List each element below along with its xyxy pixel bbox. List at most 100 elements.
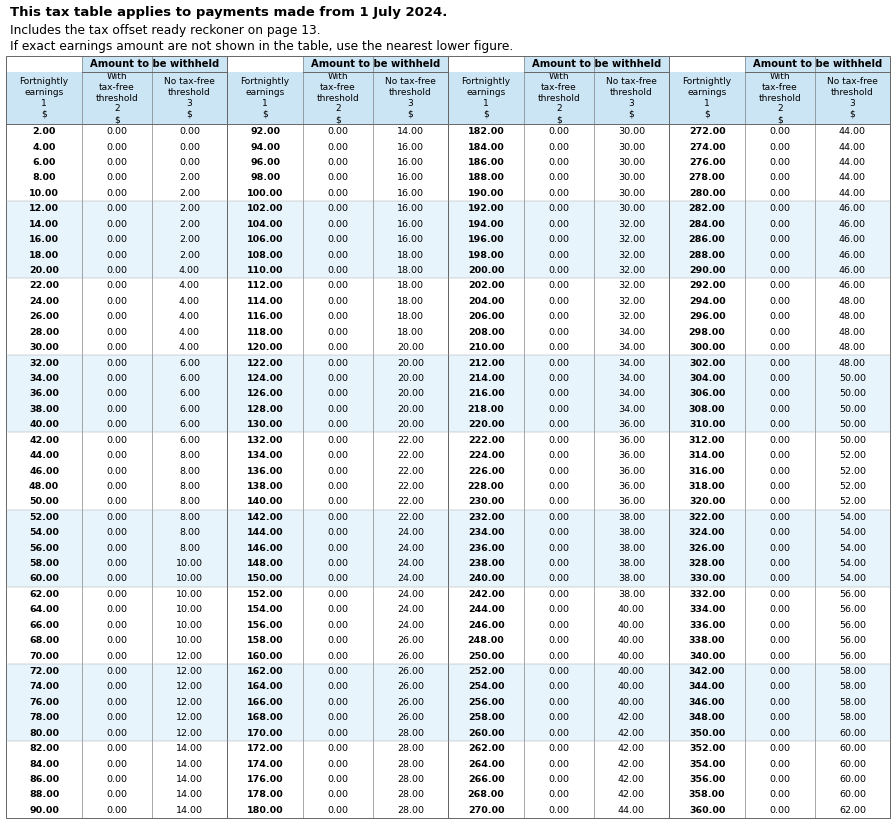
Text: 18.00: 18.00 [397, 266, 424, 275]
Text: 48.00: 48.00 [29, 482, 59, 491]
Text: 256.00: 256.00 [468, 698, 504, 707]
Text: 308.00: 308.00 [689, 405, 726, 414]
Text: 4.00: 4.00 [32, 143, 56, 152]
Text: 0.00: 0.00 [548, 250, 570, 260]
Bar [6, 247, 227, 263]
Text: 168.00: 168.00 [246, 714, 283, 723]
Text: 0.00: 0.00 [328, 204, 349, 213]
Bar [448, 263, 669, 279]
Text: 0.00: 0.00 [548, 466, 570, 475]
Text: 114.00: 114.00 [246, 297, 283, 306]
Bar [227, 417, 448, 433]
Text: 0.00: 0.00 [770, 544, 790, 553]
Text: 264.00: 264.00 [468, 760, 504, 769]
Bar [448, 541, 669, 556]
Text: 0.00: 0.00 [179, 127, 200, 136]
Text: 0.00: 0.00 [107, 189, 127, 198]
Text: 46.00: 46.00 [30, 466, 59, 475]
Bar [6, 355, 227, 371]
Text: 52.00: 52.00 [839, 482, 866, 491]
Text: 188.00: 188.00 [468, 174, 504, 182]
Text: 4.00: 4.00 [179, 343, 200, 352]
Text: 38.00: 38.00 [618, 574, 645, 583]
Text: 0.00: 0.00 [770, 436, 790, 445]
Text: 12.00: 12.00 [30, 204, 59, 213]
Bar [227, 695, 448, 710]
Text: 46.00: 46.00 [839, 266, 866, 275]
Bar [6, 571, 227, 587]
Bar [6, 309, 227, 325]
Text: 44.00: 44.00 [839, 143, 866, 152]
Text: 52.00: 52.00 [839, 498, 866, 506]
Text: 42.00: 42.00 [618, 714, 645, 723]
Text: 20.00: 20.00 [30, 266, 59, 275]
Bar [669, 587, 890, 602]
Text: 18.00: 18.00 [397, 282, 424, 290]
Text: No tax-free
threshold
3
$: No tax-free threshold 3 $ [606, 77, 657, 119]
Text: 0.00: 0.00 [548, 775, 570, 784]
Text: 6.00: 6.00 [179, 374, 200, 383]
Text: 0.00: 0.00 [107, 574, 127, 583]
Bar [448, 679, 669, 695]
Bar [6, 293, 227, 309]
Text: 10.00: 10.00 [176, 574, 202, 583]
Text: 0.00: 0.00 [770, 714, 790, 723]
Text: 54.00: 54.00 [839, 559, 866, 568]
Text: 152.00: 152.00 [247, 590, 283, 599]
Text: 0.00: 0.00 [328, 451, 349, 460]
Text: No tax-free
threshold
3
$: No tax-free threshold 3 $ [385, 77, 435, 119]
Text: 136.00: 136.00 [247, 466, 283, 475]
Text: 28.00: 28.00 [29, 328, 59, 337]
Bar [6, 279, 227, 293]
Text: 24.00: 24.00 [397, 559, 424, 568]
Bar [669, 139, 890, 155]
Text: 50.00: 50.00 [839, 374, 866, 383]
Bar [669, 741, 890, 756]
Text: 0.00: 0.00 [107, 590, 127, 599]
Text: 226.00: 226.00 [468, 466, 504, 475]
Bar [227, 587, 448, 602]
Text: 0.00: 0.00 [770, 466, 790, 475]
Text: 12.00: 12.00 [176, 714, 202, 723]
Text: 56.00: 56.00 [30, 544, 59, 553]
Text: 50.00: 50.00 [839, 436, 866, 445]
Text: 46.00: 46.00 [839, 282, 866, 290]
Text: 26.00: 26.00 [397, 652, 424, 661]
Text: 186.00: 186.00 [468, 158, 504, 167]
Text: 322.00: 322.00 [689, 513, 726, 522]
Text: 0.00: 0.00 [770, 328, 790, 337]
Text: 90.00: 90.00 [30, 806, 59, 815]
Text: 184.00: 184.00 [468, 143, 504, 152]
Bar [448, 648, 669, 664]
Text: 0.00: 0.00 [328, 282, 349, 290]
Text: 0.00: 0.00 [548, 714, 570, 723]
Text: 0.00: 0.00 [770, 405, 790, 414]
Bar [227, 679, 448, 695]
Text: 20.00: 20.00 [397, 405, 424, 414]
Text: 28.00: 28.00 [397, 760, 424, 769]
Bar [227, 448, 448, 463]
Text: 0.00: 0.00 [548, 606, 570, 615]
Text: 38.00: 38.00 [30, 405, 59, 414]
Text: 126.00: 126.00 [246, 390, 283, 398]
Text: 32.00: 32.00 [618, 297, 645, 306]
Text: 0.00: 0.00 [770, 760, 790, 769]
Text: 0.00: 0.00 [770, 250, 790, 260]
Text: 68.00: 68.00 [29, 636, 59, 645]
Text: 48.00: 48.00 [839, 312, 866, 321]
Bar [669, 155, 890, 171]
Bar [6, 541, 227, 556]
Text: 116.00: 116.00 [246, 312, 283, 321]
Text: 0.00: 0.00 [328, 790, 349, 799]
Text: 50.00: 50.00 [839, 390, 866, 398]
Bar [227, 56, 448, 818]
Text: 34.00: 34.00 [618, 405, 645, 414]
Text: 272.00: 272.00 [689, 127, 726, 136]
Bar [669, 340, 890, 355]
Text: 0.00: 0.00 [548, 636, 570, 645]
Bar [227, 293, 448, 309]
Text: 26.00: 26.00 [30, 312, 59, 321]
Text: 40.00: 40.00 [618, 620, 645, 630]
Bar [669, 633, 890, 648]
Text: 208.00: 208.00 [468, 328, 504, 337]
